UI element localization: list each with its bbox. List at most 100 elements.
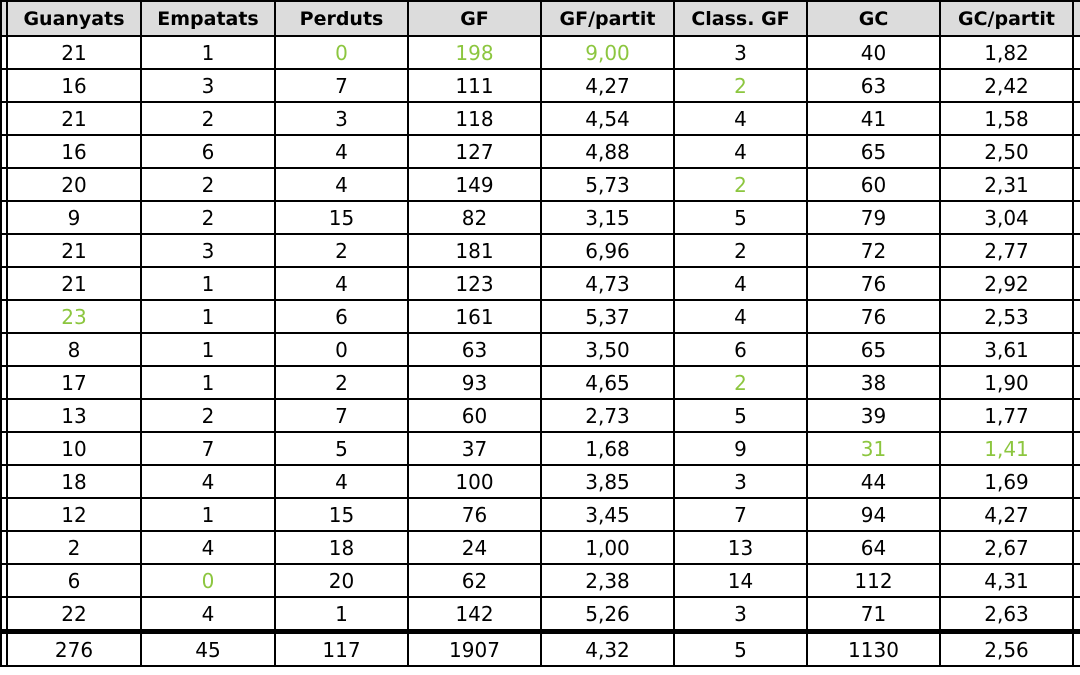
- column-header: GF/partit: [540, 0, 675, 37]
- table-cell: 2,53: [939, 299, 1074, 334]
- table-cell: 112: [806, 563, 941, 598]
- edge-cell-left: [0, 134, 8, 169]
- table-cell: 1,82: [939, 35, 1074, 70]
- table-cell: 1,77: [939, 398, 1074, 433]
- table-cell: 60: [407, 398, 542, 433]
- table-cell: 7: [673, 497, 808, 532]
- edge-cell-left: [0, 68, 8, 103]
- table-cell: 21: [6, 101, 142, 136]
- table-cell: 1,41: [939, 431, 1074, 466]
- table-cell: 4: [274, 134, 409, 169]
- table-cell: 3,61: [939, 332, 1074, 367]
- table-cell: 100: [407, 464, 542, 499]
- edge-cell-left: [0, 431, 8, 466]
- table-cell: 4: [673, 134, 808, 169]
- table-cell: 0: [140, 563, 276, 598]
- edge-cell-left: [0, 101, 8, 136]
- table-cell: 3: [673, 35, 808, 70]
- table-cell: 7: [274, 68, 409, 103]
- table-cell: 12: [6, 497, 142, 532]
- table-cell: 4: [673, 101, 808, 136]
- table-cell: 2,77: [939, 233, 1074, 268]
- table-cell: 2: [673, 68, 808, 103]
- table-cell: 5,73: [540, 167, 675, 202]
- table-cell: 23: [6, 299, 142, 334]
- edge-cell-right: [1072, 497, 1080, 532]
- total-cell: 117: [274, 629, 409, 667]
- table-cell: 13: [673, 530, 808, 565]
- table-cell: 4: [274, 266, 409, 301]
- table-cell: 41: [806, 101, 941, 136]
- table-cell: 2: [673, 233, 808, 268]
- table-row: 10 7 5 37 1,68 9 31 1,41: [0, 431, 1080, 466]
- table-cell: 1: [140, 299, 276, 334]
- table-cell: 2,92: [939, 266, 1074, 301]
- table-cell: 63: [806, 68, 941, 103]
- table-cell: 2: [673, 365, 808, 400]
- table-cell: 9,00: [540, 35, 675, 70]
- table-cell: 22: [6, 596, 142, 633]
- table-cell: 2: [274, 365, 409, 400]
- table-cell: 94: [806, 497, 941, 532]
- table-cell: 3: [673, 464, 808, 499]
- table-cell: 1,00: [540, 530, 675, 565]
- table-cell: 2: [140, 398, 276, 433]
- table-cell: 161: [407, 299, 542, 334]
- table-row: 16 3 7 111 4,27 2 63 2,42: [0, 68, 1080, 103]
- table-row: 6 0 20 62 2,38 14 112 4,31: [0, 563, 1080, 598]
- edge-cell-left: [0, 299, 8, 334]
- edge-cell-left: [0, 563, 8, 598]
- total-cell: 4,32: [540, 629, 675, 667]
- table-cell: 123: [407, 266, 542, 301]
- table-cell: 1: [140, 497, 276, 532]
- table-cell: 10: [6, 431, 142, 466]
- table-row: 9 2 15 82 3,15 5 79 3,04: [0, 200, 1080, 235]
- column-header: GC: [806, 0, 941, 37]
- edge-cell-right: [1072, 134, 1080, 169]
- table-cell: 76: [806, 266, 941, 301]
- table-cell: 3: [274, 101, 409, 136]
- table-cell: 142: [407, 596, 542, 633]
- edge-cell-right: [1072, 35, 1080, 70]
- table-row: 8 1 0 63 3,50 6 65 3,61: [0, 332, 1080, 367]
- table-cell: 198: [407, 35, 542, 70]
- edge-cell-right: [1072, 398, 1080, 433]
- edge-cell-left: [0, 266, 8, 301]
- table-cell: 2,38: [540, 563, 675, 598]
- edge-cell-left: [0, 167, 8, 202]
- table-cell: 2,63: [939, 596, 1074, 633]
- table-cell: 2: [673, 167, 808, 202]
- edge-cell-right: [1072, 0, 1080, 37]
- edge-cell-right: [1072, 299, 1080, 334]
- table-cell: 5,37: [540, 299, 675, 334]
- table-cell: 76: [806, 299, 941, 334]
- table-cell: 14: [673, 563, 808, 598]
- table-cell: 4: [140, 464, 276, 499]
- table-cell: 82: [407, 200, 542, 235]
- table-cell: 18: [274, 530, 409, 565]
- table-cell: 21: [6, 35, 142, 70]
- table-cell: 4: [140, 530, 276, 565]
- table-cell: 17: [6, 365, 142, 400]
- table-cell: 3,50: [540, 332, 675, 367]
- edge-cell-left: [0, 233, 8, 268]
- table-cell: 7: [274, 398, 409, 433]
- table-cell: 3,45: [540, 497, 675, 532]
- table-row: 21 1 0 198 9,00 3 40 1,82: [0, 35, 1080, 70]
- edge-cell-right: [1072, 629, 1080, 667]
- edge-cell-right: [1072, 167, 1080, 202]
- column-header: GC/partit: [939, 0, 1074, 37]
- table-cell: 4: [140, 596, 276, 633]
- table-cell: 20: [6, 167, 142, 202]
- totals-row: 276 45 117 1907 4,32 5 1130 2,56: [0, 629, 1080, 667]
- table-row: 20 2 4 149 5,73 2 60 2,31: [0, 167, 1080, 202]
- table-cell: 39: [806, 398, 941, 433]
- edge-cell-right: [1072, 101, 1080, 136]
- table-cell: 18: [6, 464, 142, 499]
- table-cell: 37: [407, 431, 542, 466]
- column-header: Perduts: [274, 0, 409, 37]
- table-cell: 9: [673, 431, 808, 466]
- table-cell: 1,69: [939, 464, 1074, 499]
- column-header: GF: [407, 0, 542, 37]
- edge-cell-left: [0, 629, 8, 667]
